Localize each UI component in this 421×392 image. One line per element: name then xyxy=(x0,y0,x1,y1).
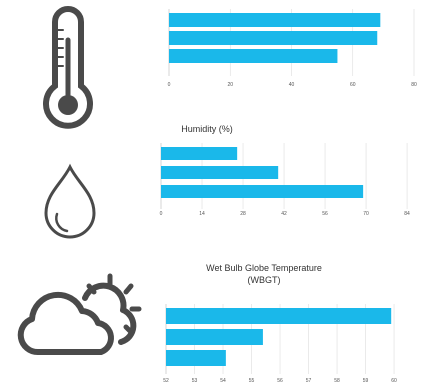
x-tick-label: 53 xyxy=(192,378,198,384)
x-ticks: 0 14 28 42 56 70 84 xyxy=(160,211,410,217)
x-tick-label: 40 xyxy=(289,82,295,88)
x-tick-label: 28 xyxy=(240,211,246,217)
x-tick-label: 20 xyxy=(227,82,233,88)
bar-3 xyxy=(169,49,338,63)
x-tick-label: 60 xyxy=(391,378,397,384)
bars xyxy=(169,13,381,63)
chart-title-line-1: Wet Bulb Globe Temperature xyxy=(206,263,322,273)
x-tick-label: 56 xyxy=(277,378,283,384)
x-tick-label: 80 xyxy=(411,82,417,88)
x-tick-label: 59 xyxy=(363,378,369,384)
chart-title: Humidity (%) xyxy=(181,124,233,134)
bar-3 xyxy=(161,185,364,198)
chart-humidity: Humidity (%) 0 14 28 42 56 70 84 xyxy=(160,124,410,217)
x-tick-label: 56 xyxy=(322,211,328,217)
bars xyxy=(166,308,392,366)
thermometer-icon xyxy=(43,6,93,129)
x-tick-label: 84 xyxy=(404,211,410,217)
x-tick-label: 54 xyxy=(220,378,226,384)
x-tick-label: 55 xyxy=(249,378,255,384)
x-ticks: 52 53 54 55 56 57 58 59 60 xyxy=(163,378,397,384)
x-tick-label: 70 xyxy=(363,211,369,217)
x-ticks: 0 20 40 60 80 xyxy=(168,82,417,88)
x-tick-label: 58 xyxy=(334,378,340,384)
x-tick-label: 0 xyxy=(160,211,163,217)
x-tick-label: 52 xyxy=(163,378,169,384)
x-tick-label: 42 xyxy=(281,211,287,217)
x-tick-label: 14 xyxy=(199,211,205,217)
chart-wbgt: Wet Bulb Globe Temperature (WBGT) 52 53 54… xyxy=(163,263,397,384)
bar-2 xyxy=(166,329,263,345)
chart-temperature: 0 20 40 60 80 xyxy=(168,9,417,88)
bar-2 xyxy=(169,31,378,45)
x-tick-label: 60 xyxy=(350,82,356,88)
bar-3 xyxy=(166,350,226,366)
x-tick-label: 57 xyxy=(306,378,312,384)
bar-1 xyxy=(166,308,392,324)
bars xyxy=(161,147,364,198)
water-drop-icon xyxy=(44,163,96,239)
bar-2 xyxy=(161,166,279,179)
chart-title-line-2: (WBGT) xyxy=(248,275,281,285)
x-tick-label: 0 xyxy=(168,82,171,88)
bar-1 xyxy=(169,13,381,27)
bar-1 xyxy=(161,147,238,160)
sun-behind-cloud-icon xyxy=(17,273,142,356)
